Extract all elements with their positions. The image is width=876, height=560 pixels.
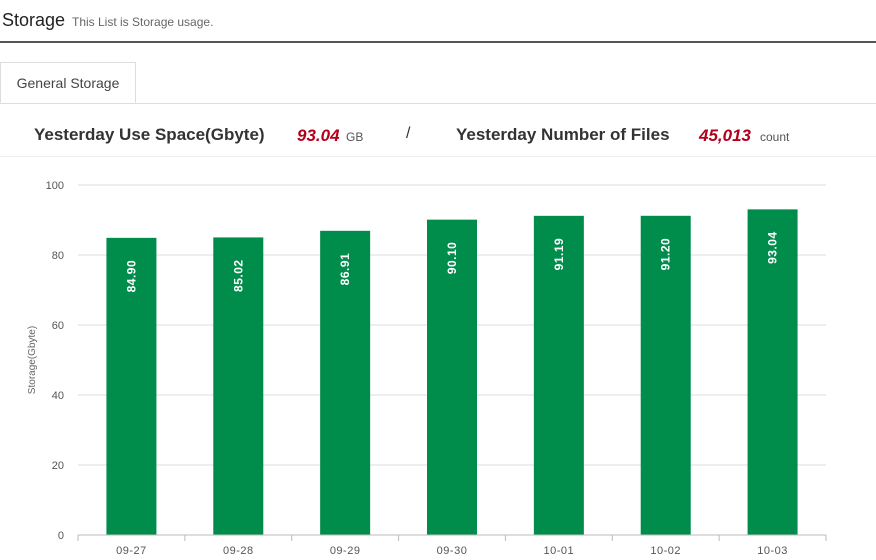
summary-separator: /: [406, 125, 411, 142]
bar-data-label: 84.90: [124, 260, 138, 293]
storage-bar-chart: 0 20 40 60 80 100 Storage(Gbyte) 84.90 09-27 85.0…: [27, 180, 827, 557]
use-space-value: 93.04: [297, 126, 340, 145]
tab-bar: General Storage: [0, 62, 876, 104]
y-tick-label: 0: [58, 530, 64, 542]
y-tick-label: 40: [52, 390, 64, 402]
bar-data-label: 90.10: [445, 242, 459, 275]
bar-data-label: 86.91: [338, 253, 352, 286]
x-tick-label: 09-27: [116, 545, 147, 557]
bar-10-01: [533, 215, 584, 535]
y-tick-label: 80: [52, 250, 64, 262]
tab-general-storage[interactable]: General Storage: [0, 62, 136, 103]
x-tick-label: 09-28: [223, 545, 254, 557]
bar-10-03: [747, 209, 798, 536]
files-value: 45,013: [699, 126, 751, 145]
page-header: Storage This List is Storage usage.: [0, 0, 876, 43]
bar-data-label: 85.02: [231, 259, 245, 292]
bar-data-label: 93.04: [766, 231, 780, 264]
use-space-unit: GB: [346, 130, 364, 144]
bar-09-28: [213, 237, 264, 535]
y-tick-label: 100: [46, 180, 64, 192]
x-tick-label: 09-30: [437, 545, 468, 557]
bar-09-29: [320, 230, 371, 535]
files-unit: count: [760, 130, 790, 144]
page-subtitle: This List is Storage usage.: [72, 15, 214, 29]
page-title: Storage: [2, 10, 66, 30]
bar-09-30: [427, 219, 477, 535]
y-tick-label: 20: [52, 460, 64, 472]
x-tick-label: 10-03: [757, 545, 788, 557]
x-tick-label: 10-01: [544, 545, 575, 557]
bar-data-label: 91.19: [552, 238, 566, 271]
files-label: Yesterday Number of Files: [456, 125, 670, 144]
storage-summary: Yesterday Use Space(Gbyte) 93.04 GB / Ye…: [0, 104, 876, 157]
y-tick-label: 60: [52, 320, 64, 332]
bar-10-02: [640, 215, 691, 536]
y-axis-label: Storage(Gbyte): [27, 326, 38, 394]
x-tick-label: 09-29: [330, 545, 361, 557]
use-space-label: Yesterday Use Space(Gbyte): [34, 125, 265, 144]
x-tick-label: 10-02: [650, 545, 681, 557]
bar-09-27: [106, 237, 157, 535]
bar-data-label: 91.20: [659, 238, 673, 271]
